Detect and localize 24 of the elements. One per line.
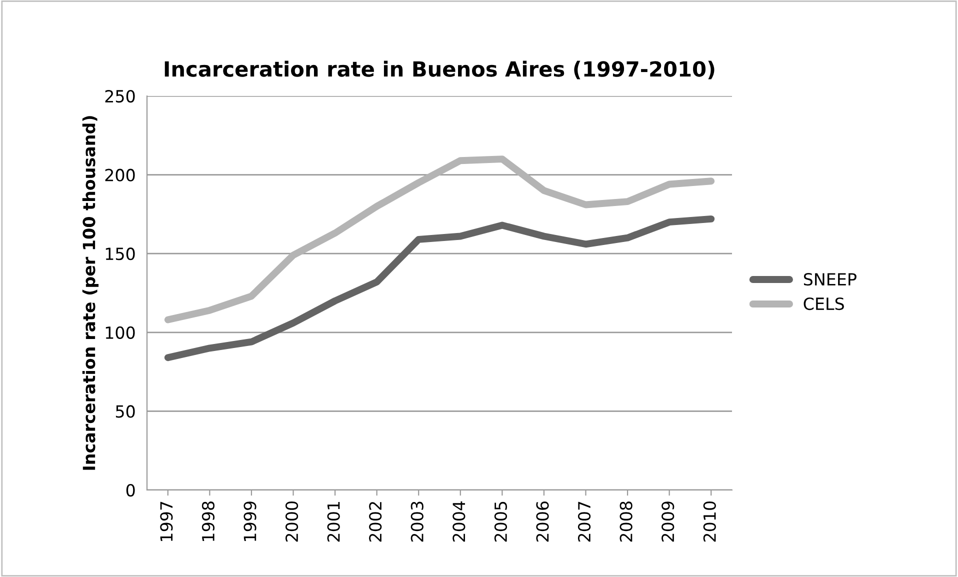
x-tick-label: 2006 xyxy=(536,501,549,542)
x-tick-label: 1998 xyxy=(202,502,215,542)
x-tick-label: 2003 xyxy=(410,502,424,542)
x-tick-label: 1997 xyxy=(160,502,173,542)
y-tick-label: 250 xyxy=(105,90,135,103)
x-tick-label: 2008 xyxy=(620,502,632,542)
x-tick-label: 2000 xyxy=(285,502,298,542)
x-tick-label: 1999 xyxy=(244,502,256,542)
legend-label: CELS xyxy=(804,297,844,310)
x-tick-label: 2010 xyxy=(703,502,716,542)
y-tick-label: 200 xyxy=(105,168,135,182)
x-tick-label: 2009 xyxy=(662,502,674,542)
y-axis-title: Incarceration rate (per 100 thousand) xyxy=(82,116,99,470)
chart-title: Incarceration rate in Buenos Aires (1997-2010) xyxy=(164,60,714,80)
x-tick-label: 2002 xyxy=(369,502,382,542)
y-tick-label: 50 xyxy=(116,405,135,418)
y-tick-label: 0 xyxy=(126,484,135,497)
x-tick-label: 2005 xyxy=(494,502,508,542)
y-tick-label: 100 xyxy=(106,326,135,339)
x-tick-label: 2004 xyxy=(452,501,466,542)
y-tick-label: 150 xyxy=(106,248,135,260)
legend-label: SNEEP xyxy=(804,272,856,286)
x-tick-label: 2001 xyxy=(327,502,340,542)
x-tick-label: 2007 xyxy=(578,502,591,542)
